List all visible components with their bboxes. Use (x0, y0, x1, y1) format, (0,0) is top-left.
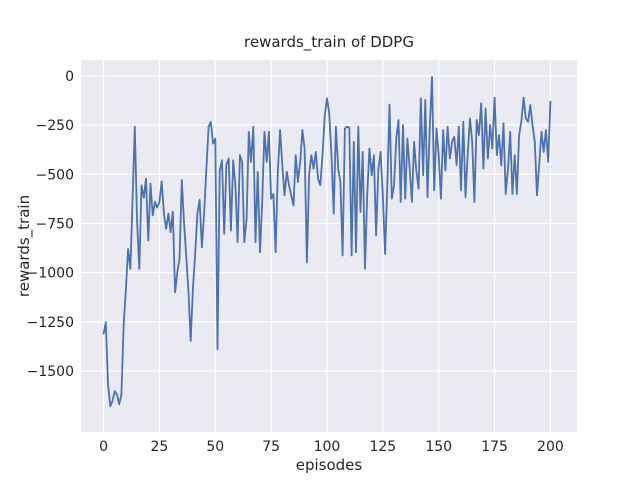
y-tick-label: 0 (65, 69, 74, 85)
x-tick-label: 125 (369, 439, 396, 455)
x-tick-label: 175 (481, 439, 508, 455)
reward-line-series (102, 76, 552, 408)
y-tick-label: −1500 (27, 364, 74, 380)
y-tick-label: −500 (36, 167, 74, 183)
chart-title: rewards_train of DDPG (244, 33, 414, 52)
y-tick-label: −1250 (27, 315, 74, 331)
y-tick-label: −750 (36, 216, 74, 232)
x-tick-label: 50 (206, 439, 224, 455)
y-axis-label: rewards_train (15, 195, 34, 297)
x-tick-label: 25 (151, 439, 169, 455)
x-tick-label: 150 (425, 439, 452, 455)
x-tick-labels: 0 25 50 75 100 125 150 175 200 (99, 439, 564, 455)
x-tick-label: 75 (262, 439, 280, 455)
y-tick-labels: 0 −250 −500 −750 −1000 −1250 −1500 (27, 69, 74, 380)
x-tick-label: 200 (537, 439, 564, 455)
x-axis-label: episodes (296, 456, 363, 474)
x-tick-label: 0 (99, 439, 108, 455)
y-tick-label: −1000 (27, 266, 74, 282)
x-tick-label: 100 (314, 439, 341, 455)
y-tick-label: −250 (36, 118, 74, 134)
